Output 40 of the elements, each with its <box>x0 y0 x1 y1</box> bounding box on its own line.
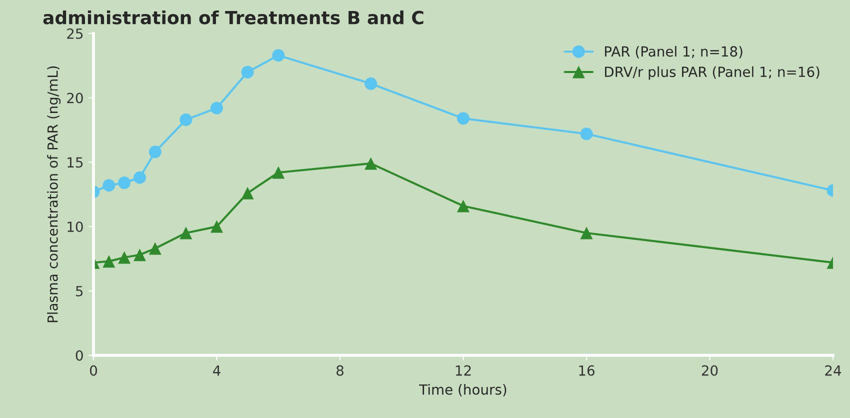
point <box>148 146 162 158</box>
point <box>272 166 285 179</box>
point <box>241 66 254 78</box>
point <box>180 113 192 126</box>
point <box>457 112 470 125</box>
point <box>457 200 470 212</box>
legend-label: PAR (Panel 1; n=18) <box>605 46 742 58</box>
point <box>210 220 223 233</box>
legend-label: DRV/r plus PAR (Panel 1; n=16) <box>605 66 820 80</box>
y-tick-label: 25 <box>67 28 83 39</box>
x-tick-label: 24 <box>825 365 842 376</box>
point <box>364 77 378 90</box>
point <box>180 226 192 240</box>
y-tick-label: 5 <box>76 286 83 296</box>
y-tick-label: 15 <box>68 157 83 168</box>
y-tick-label: 10 <box>68 222 83 232</box>
point <box>148 242 162 255</box>
chart-title: administration of Treatments B and C <box>43 10 424 24</box>
y-axis-title: Plasma concentration of PAR (ng/mL) <box>47 66 61 322</box>
x-tick-label: 8 <box>336 365 344 376</box>
point <box>118 176 131 190</box>
point <box>241 186 254 200</box>
x-tick-label: 0 <box>90 365 97 376</box>
point <box>118 251 131 264</box>
x-axis-title: Time (hours) <box>419 384 506 396</box>
point <box>210 102 223 114</box>
point <box>580 128 593 140</box>
point <box>102 179 116 192</box>
y-tick-label: 20 <box>67 92 83 104</box>
y-tick-label: 0 <box>76 350 83 361</box>
point <box>102 255 116 268</box>
point <box>272 49 285 62</box>
point <box>133 171 146 184</box>
point <box>133 248 146 262</box>
x-tick-label: 16 <box>579 365 594 376</box>
point <box>580 226 593 240</box>
x-tick-label: 20 <box>702 365 718 376</box>
point <box>364 157 378 170</box>
x-tick-label: 4 <box>213 365 220 376</box>
x-tick-label: 12 <box>456 365 471 376</box>
